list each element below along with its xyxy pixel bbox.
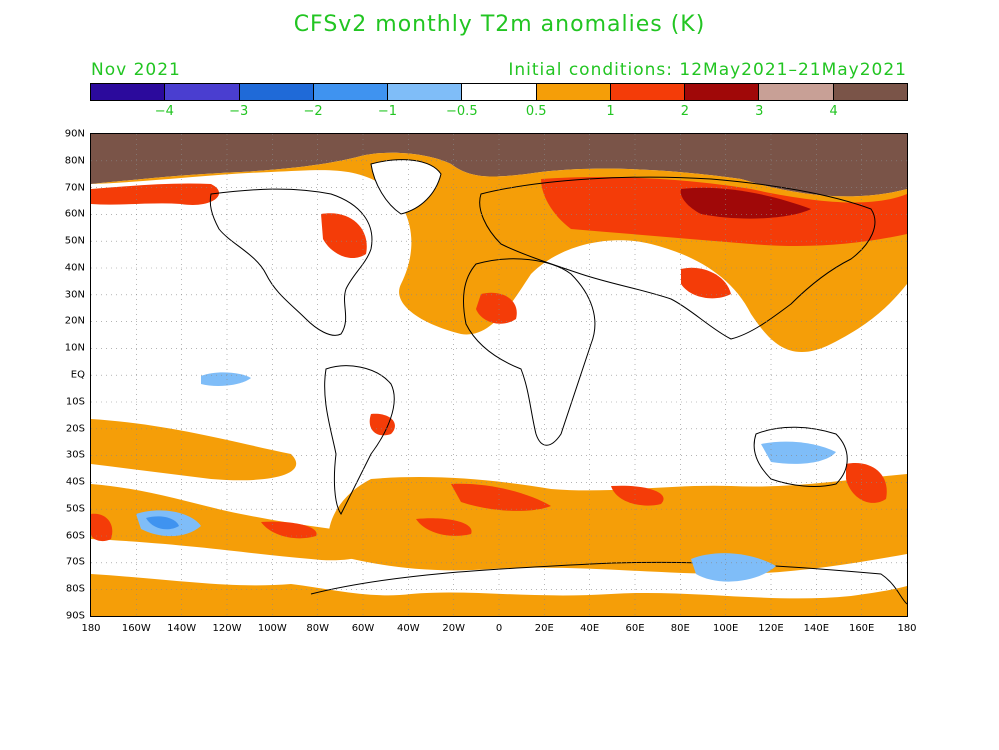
longitude-tick-label: 100W — [257, 623, 287, 634]
colorbar-label: 4 — [829, 104, 838, 119]
valid-month-label: Nov 2021 — [91, 60, 181, 80]
initial-conditions-label: Initial conditions: 12May2021–21May2021 — [508, 60, 907, 80]
colorbar-swatch — [462, 84, 537, 100]
colorbar-swatch — [165, 84, 240, 100]
longitude-tick-label: 140E — [803, 623, 830, 634]
latitude-tick-label: 60S — [65, 530, 85, 542]
colorbar-swatch — [536, 84, 611, 100]
lat-lon-grid — [91, 134, 907, 616]
latitude-tick-label: 60N — [64, 208, 85, 220]
colorbar-swatch — [239, 84, 314, 100]
longitude-tick-label: 0 — [495, 623, 503, 634]
longitude-tick-label: 40W — [397, 623, 420, 634]
latitude-tick-label: 10N — [64, 342, 85, 354]
longitude-tick-label: 60E — [625, 623, 645, 634]
longitude-tick-label: 60W — [351, 623, 375, 634]
colorbar-swatch — [685, 84, 760, 100]
anomaly-region-south-orange-1 — [91, 419, 297, 481]
landmass-south-america — [324, 365, 395, 515]
colorbar-label: −1 — [377, 104, 398, 119]
colorbar-swatch — [759, 84, 834, 100]
latitude-tick-label: 30S — [65, 449, 85, 461]
longitude-tick-label: 80E — [670, 623, 690, 634]
landmass-north-america — [209, 188, 373, 336]
colorbar-label: 3 — [755, 104, 764, 119]
colorbar-label: 0.5 — [525, 104, 547, 119]
latitude-tick-label: 40S — [65, 476, 85, 488]
colorbar-swatch — [91, 84, 166, 100]
landmass-australia — [753, 426, 848, 487]
longitude-tick-label: 160W — [121, 623, 151, 634]
landmass-antarctica — [310, 561, 907, 605]
landmass-greenland — [370, 159, 442, 215]
latitude-tick-label: 70S — [65, 556, 85, 568]
latitude-tick-label: EQ — [70, 369, 85, 381]
longitude-tick-label: 120W — [212, 623, 242, 634]
colorbar-label: −4 — [154, 104, 174, 119]
longitude-tick-label: 120E — [758, 623, 784, 634]
latitude-tick-label: 50N — [64, 235, 85, 247]
latitude-tick-label: 20N — [64, 315, 85, 327]
latitude-tick-label: 80N — [64, 155, 85, 167]
landmass-eurasia — [479, 176, 876, 340]
longitude-tick-label: 20E — [534, 623, 554, 634]
latitude-tick-label: 40N — [64, 262, 85, 274]
latitude-tick-label: 80S — [65, 583, 85, 595]
colorbar-label: −0.5 — [446, 104, 478, 119]
longitude-tick-label: 140W — [167, 623, 197, 634]
colorbar-swatch — [388, 84, 463, 100]
colorbar-label: −3 — [229, 104, 249, 119]
latitude-tick-label: 10S — [65, 396, 85, 408]
latitude-tick-label: 90S — [65, 610, 85, 622]
anomaly-region-arctic — [91, 134, 907, 197]
latitude-tick-label: 30N — [64, 289, 85, 301]
anomaly-map — [90, 133, 908, 617]
anomaly-region-cool-4 — [691, 553, 776, 582]
colorbar-swatch — [833, 84, 907, 100]
latitude-tick-label: 50S — [65, 503, 85, 515]
longitude-tick-label: 160E — [848, 623, 875, 634]
longitude-tick-label: 20W — [442, 623, 465, 634]
map-title: CFSv2 monthly T2m anomalies (K) — [293, 12, 706, 37]
map-canvas — [91, 134, 907, 616]
latitude-tick-label: 90N — [64, 128, 85, 140]
longitude-tick-label: 100E — [712, 623, 739, 634]
latitude-tick-label: 20S — [65, 423, 85, 435]
anomaly-region-cool-3 — [761, 441, 836, 464]
colorbar-swatch — [313, 84, 389, 100]
longitude-tick-label: 40E — [580, 623, 600, 634]
colorbar-label: 1 — [606, 104, 615, 119]
longitude-tick-label: 80W — [306, 623, 329, 634]
landmass-africa — [462, 258, 596, 446]
colorbar-swatch — [610, 84, 686, 100]
latitude-tick-label: 70N — [64, 182, 85, 194]
anomaly-region-cool-1 — [201, 372, 251, 386]
colorbar — [90, 83, 908, 101]
colorbar-label: 2 — [680, 104, 690, 119]
colorbar-label: −2 — [303, 104, 323, 119]
longitude-tick-label: 180 — [897, 623, 917, 634]
longitude-tick-label: 180 — [81, 623, 101, 634]
